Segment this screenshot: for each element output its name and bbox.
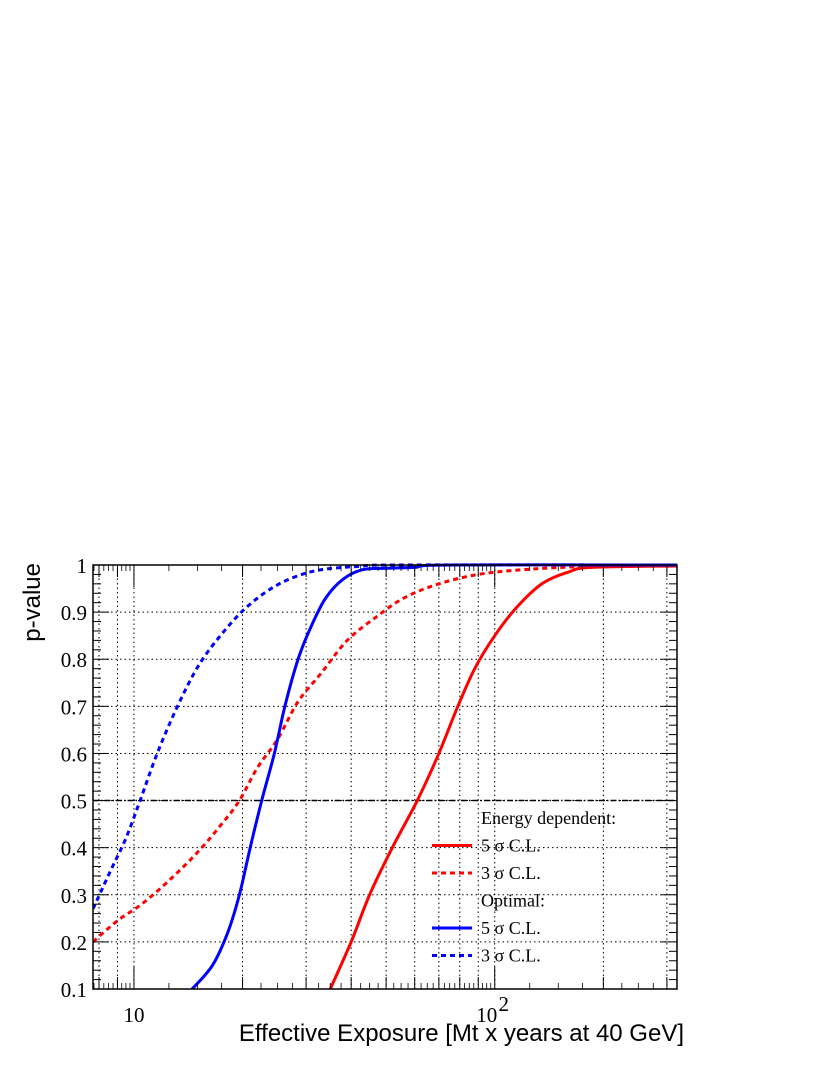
legend-label-series-2: 5 σ C.L.: [481, 918, 541, 938]
y-tick-label: 0.3: [61, 884, 87, 908]
series-3-line: [93, 563, 677, 910]
legend-label-series-3: 3 σ C.L.: [481, 946, 541, 966]
legend-label-series-1: 3 σ C.L.: [481, 863, 541, 883]
legend-label-series-0: 5 σ C.L.: [481, 836, 541, 856]
y-tick-label: 0.8: [61, 648, 87, 672]
series-0-line: [328, 564, 677, 989]
y-tick-label: 0.5: [61, 790, 87, 814]
x-axis-title: Effective Exposure [Mt x years at 40 GeV…: [239, 1020, 684, 1047]
y-axis-title: p-value: [19, 563, 46, 642]
y-tick-label: 0.2: [61, 931, 87, 955]
series-3-group: [93, 563, 677, 910]
x-tick-exponent: 2: [498, 992, 509, 1016]
series-0-group: [328, 564, 677, 989]
series-2-line: [191, 563, 677, 989]
series-layer: [93, 563, 677, 989]
legend-header: Energy dependent:: [481, 808, 616, 828]
y-tick-label: 0.1: [61, 978, 87, 1002]
series-1-group: [93, 563, 677, 944]
grid: [93, 564, 677, 990]
y-tick-label: 0.6: [61, 742, 87, 766]
legend: Energy dependent: 5 σ C.L. 3 σ C.L. Optimal…: [432, 808, 616, 966]
legend-header: Optimal:: [481, 891, 545, 911]
plot-border: [92, 564, 678, 990]
y-tick-label: 1: [77, 554, 88, 578]
y-tick-label: 0.4: [61, 837, 88, 861]
y-tick-label: 0.7: [61, 695, 87, 719]
x-tick-label: 10: [123, 1003, 144, 1027]
tick-marks: [93, 564, 677, 990]
series-2-group: [191, 563, 677, 989]
y-tick-label: 0.9: [61, 601, 87, 625]
plot-frame: [92, 564, 678, 990]
series-1-line: [93, 563, 677, 944]
x-tick-label: 10: [476, 1003, 497, 1027]
